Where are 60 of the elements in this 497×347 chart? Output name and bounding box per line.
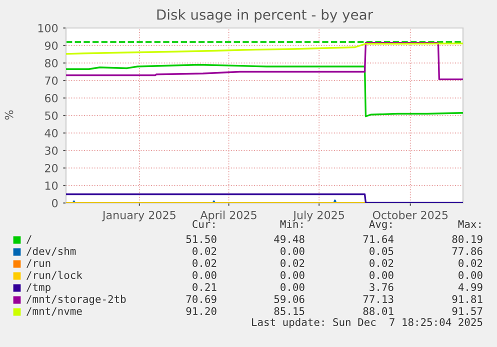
y-axis-title: % <box>4 110 14 120</box>
y-tick-label: 30 <box>45 146 58 155</box>
line-series <box>66 42 463 80</box>
text: 0.02 <box>280 259 304 268</box>
text: 4.99 <box>458 283 482 292</box>
legend-label: /dev/shm <box>26 246 76 256</box>
legend-label: /run <box>26 259 50 268</box>
text: Cur: <box>192 220 214 228</box>
legend-label: /run/lock <box>26 270 82 280</box>
y-tick-label: 40 <box>44 128 58 138</box>
text: 0.00 <box>280 283 304 292</box>
text: Last update: Sun Dec 7 18:25:04 2025 <box>252 318 482 328</box>
y-tick-label: 50 <box>45 111 58 120</box>
text: 0.00 <box>370 271 394 280</box>
text: 85.15 <box>274 307 304 316</box>
x-tick-label: January 2025 <box>102 210 176 222</box>
text: 91.20 <box>186 307 216 316</box>
text: 0.02 <box>192 247 216 256</box>
text: 0.21 <box>192 283 216 292</box>
legend-label: /tmp <box>26 283 50 294</box>
text: 70.69 <box>186 295 216 304</box>
text: 77.13 <box>363 295 394 304</box>
text: 51.50 <box>186 235 216 244</box>
text: 3.76 <box>370 283 394 292</box>
text: 0.02 <box>370 259 394 268</box>
text: Min: <box>280 220 302 228</box>
text: 0.05 <box>370 247 394 256</box>
text: 80.19 <box>452 235 482 244</box>
text: 0.02 <box>192 259 216 268</box>
text: 0.00 <box>280 247 304 256</box>
text: 91.81 <box>452 295 482 304</box>
x-tick-label: April 2025 <box>200 210 256 222</box>
legend-label: /mnt/storage-2tb <box>26 294 126 306</box>
text: 0.02 <box>458 259 482 268</box>
text: 91.57 <box>452 307 482 316</box>
text: 59.06 <box>274 295 304 304</box>
y-tick-label: 70 <box>45 76 58 85</box>
y-tick-label: 90 <box>44 41 58 50</box>
line-series <box>66 42 463 55</box>
chart-title: Disk usage in percent - by year <box>157 9 374 23</box>
text: 49.48 <box>274 235 304 244</box>
y-tick-label: 100 <box>38 24 58 32</box>
text: 0.00 <box>280 271 304 280</box>
text: 0.00 <box>458 271 482 280</box>
y-tick-label: 10 <box>45 181 58 190</box>
line-series <box>66 64 463 118</box>
x-tick-label: October 2025 <box>372 210 448 220</box>
text: Max: <box>458 220 480 228</box>
y-tick-label: 0 <box>52 198 58 208</box>
text: 0.00 <box>192 271 216 280</box>
legend-label: / <box>26 235 32 244</box>
text: 77.86 <box>452 247 482 256</box>
text: Avg: <box>369 220 392 230</box>
y-tick-label: 60 <box>45 94 58 102</box>
text: 71.64 <box>363 235 394 244</box>
y-tick-label: 20 <box>45 164 58 172</box>
x-tick-label: July 2025 <box>292 210 344 222</box>
legend-label: /mnt/nvme <box>26 307 82 316</box>
y-tick-label: 80 <box>44 58 58 68</box>
text: 88.01 <box>363 307 394 316</box>
